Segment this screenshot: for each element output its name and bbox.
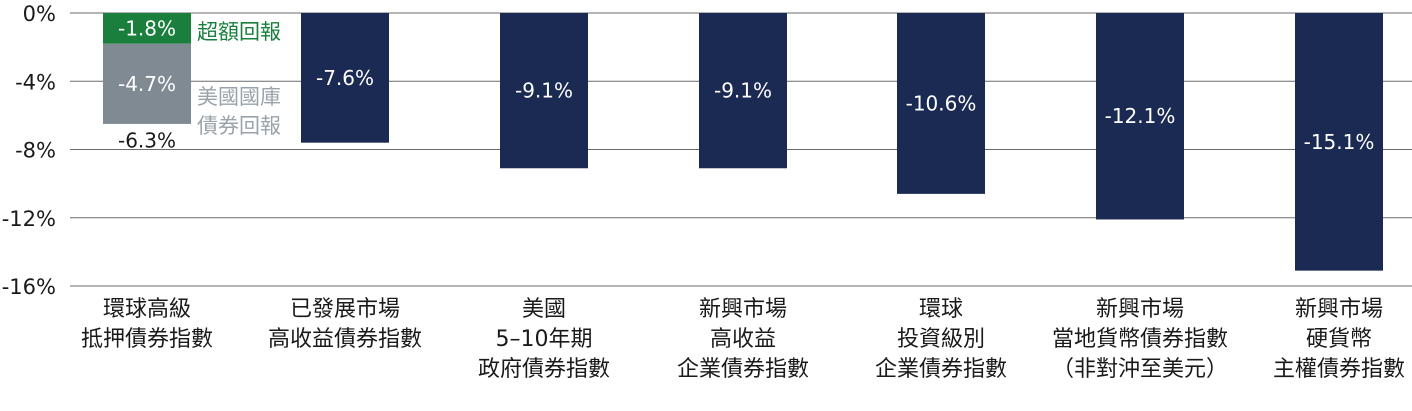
x-category-label: 新興市場: [699, 297, 787, 322]
x-category-label: 硬貨幣: [1306, 327, 1372, 352]
bar-value-label: -9.1%: [515, 79, 573, 103]
x-category-label: 主權債券指數: [1273, 357, 1405, 382]
bar-value-label: -12.1%: [1105, 104, 1176, 128]
bar-value-label: -15.1%: [1304, 130, 1375, 154]
bar-value-label: -10.6%: [906, 91, 977, 115]
x-category-label: 美國: [522, 297, 566, 322]
x-category-label: 新興市場: [1295, 297, 1383, 322]
x-category-label: 高收益債券指數: [268, 327, 422, 352]
bar: [301, 13, 389, 143]
x-category-label: 環球高級: [103, 297, 191, 322]
bar-segment-excess-return: [103, 13, 191, 44]
bar-segment-treasury-return: [103, 43, 191, 124]
bar: [1295, 13, 1383, 271]
y-tick-label: 0%: [23, 2, 56, 26]
x-category-label: 5–10年期: [496, 327, 593, 352]
x-category-label: （非對沖至美元）: [1052, 357, 1228, 382]
y-tick-label: -8%: [15, 139, 56, 163]
bar: [699, 13, 787, 169]
x-category-label: 抵押債券指數: [81, 327, 213, 352]
x-category-label: 環球: [919, 297, 963, 322]
x-category-label: 企業債券指數: [875, 357, 1007, 382]
annotation-treasury-return: 美國國庫: [197, 85, 281, 109]
bar: [1096, 13, 1184, 220]
bar-value-label: -9.1%: [714, 79, 772, 103]
y-tick-label: -4%: [15, 70, 56, 94]
annotation-treasury-return: 債券回報: [197, 114, 281, 138]
bar-segment-label: -1.8%: [118, 16, 176, 40]
y-tick-label: -16%: [2, 275, 56, 299]
bar: [897, 13, 985, 194]
annotation-excess-return: 超額回報: [197, 20, 281, 44]
x-category-label: 新興市場: [1096, 297, 1184, 322]
y-tick-label: -12%: [2, 207, 56, 231]
x-category-label: 高收益: [710, 327, 776, 352]
x-category-label: 已發展市場: [290, 297, 400, 322]
bar-value-label: -7.6%: [316, 66, 374, 90]
bar-total-label: -6.3%: [118, 128, 176, 152]
x-category-label: 當地貨幣債券指數: [1052, 327, 1228, 352]
x-category-label: 企業債券指數: [677, 357, 809, 382]
bar-segment-label: -4.7%: [118, 72, 176, 96]
x-category-label: 政府債券指數: [478, 357, 610, 382]
x-category-label: 投資級別: [897, 327, 985, 352]
bar: [500, 13, 588, 169]
